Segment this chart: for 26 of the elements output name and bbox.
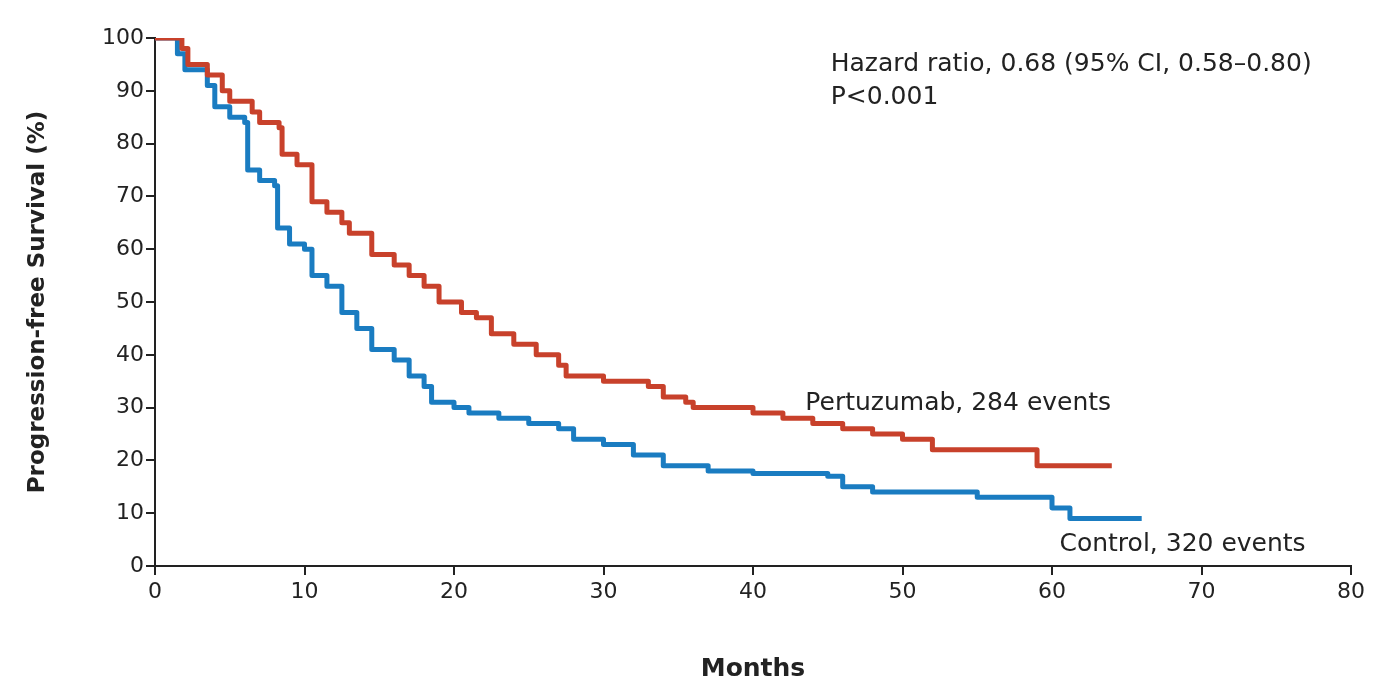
x-tick-label: 30 bbox=[589, 577, 618, 603]
y-tick-label: 30 bbox=[116, 393, 144, 419]
y-tick-label: 100 bbox=[102, 23, 144, 49]
y-axis-title: Progression-free Survival (%) bbox=[22, 110, 49, 494]
y-tick-label: 40 bbox=[116, 340, 144, 366]
series-label: Pertuzumab, 284 events bbox=[805, 387, 1112, 417]
annotation: Hazard ratio, 0.68 (95% CI, 0.58–0.80) bbox=[830, 48, 1312, 77]
x-tick-label: 50 bbox=[888, 577, 917, 603]
x-tick-label: 60 bbox=[1038, 577, 1066, 603]
y-tick-label: 0 bbox=[130, 551, 144, 577]
x-tick-label: 0 bbox=[148, 577, 162, 603]
annotation: P<0.001 bbox=[830, 81, 939, 110]
y-tick-label: 90 bbox=[116, 76, 144, 102]
x-tick-label: 40 bbox=[739, 577, 767, 603]
series-label: Control, 320 events bbox=[1059, 528, 1306, 558]
y-tick-label: 60 bbox=[116, 234, 144, 260]
x-tick-label: 80 bbox=[1337, 577, 1365, 603]
y-tick-label: 50 bbox=[116, 287, 144, 313]
x-axis-title: Months bbox=[700, 652, 806, 682]
x-tick-label: 10 bbox=[290, 577, 319, 603]
y-tick-label: 70 bbox=[116, 182, 144, 208]
x-tick-label: 20 bbox=[440, 577, 468, 603]
y-tick-label: 10 bbox=[116, 498, 144, 524]
y-tick-label: 20 bbox=[116, 446, 144, 472]
y-tick-label: 80 bbox=[116, 129, 144, 155]
x-tick-label: 70 bbox=[1187, 577, 1216, 603]
